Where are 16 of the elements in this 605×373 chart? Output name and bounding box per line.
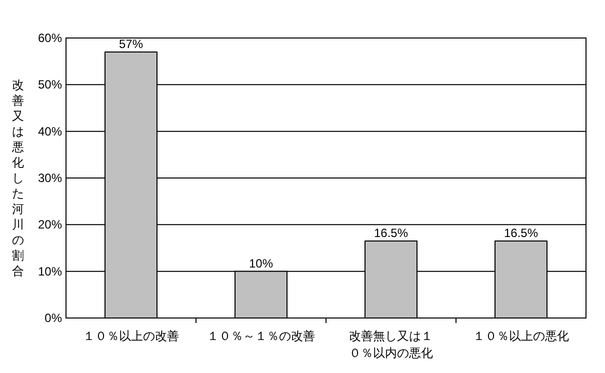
data-label: 16.5% xyxy=(504,226,538,240)
y-tick-label: 20% xyxy=(38,218,62,232)
y-tick-label: 40% xyxy=(38,124,62,138)
data-label: 57% xyxy=(118,37,144,51)
data-label: 10% xyxy=(248,256,274,270)
y-tick-label: 50% xyxy=(38,78,62,92)
y-tick-label: 0% xyxy=(44,311,62,325)
x-tick-label: １０％～１％の改善 xyxy=(207,329,315,343)
text: 改善又は悪化した河川の割合 xyxy=(12,78,24,278)
y-tick-label: 60% xyxy=(38,31,62,45)
x-tick-label: 改善無し又は１０％以内の悪化 xyxy=(349,329,433,360)
y-tick-label: 10% xyxy=(38,264,62,278)
x-tick-label: １０％以上の改善 xyxy=(83,329,179,343)
data-label: 16.5% xyxy=(374,226,408,240)
y-tick-label: 30% xyxy=(38,171,62,185)
x-tick-label: １０％以上の悪化 xyxy=(473,329,569,343)
